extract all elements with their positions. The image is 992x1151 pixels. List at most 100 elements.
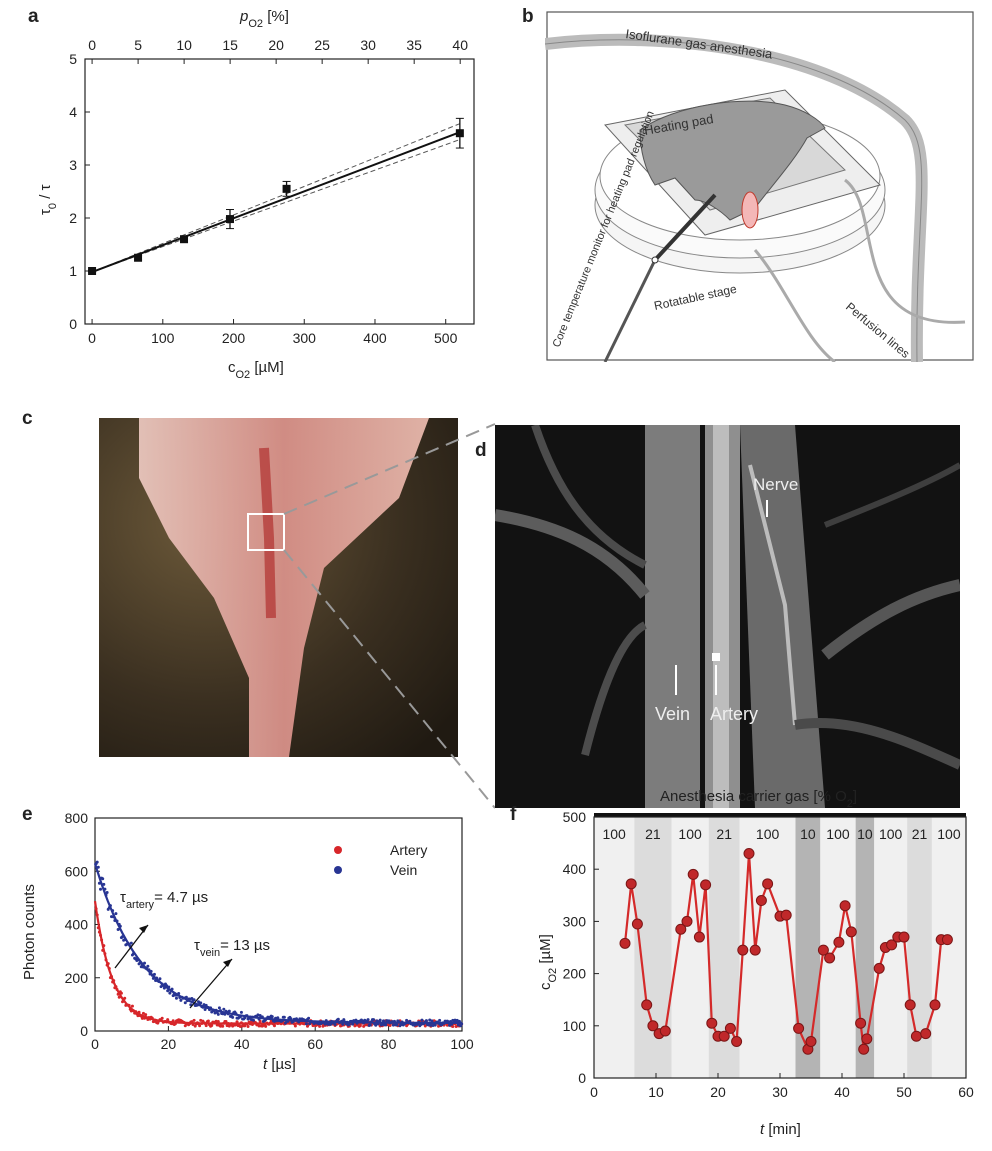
data-point: [675, 923, 687, 935]
y-tick-label: 0: [80, 1023, 88, 1039]
y-tick-label: 200: [65, 970, 89, 986]
gas-band-label: 100: [937, 826, 961, 842]
data-point-vein: [374, 1023, 378, 1027]
y-axis-label: Photon counts: [21, 884, 38, 980]
y-tick-label: 0: [69, 316, 77, 332]
data-point: [929, 999, 941, 1011]
y-tick-label: 300: [563, 913, 587, 929]
x-tick-label: 300: [293, 330, 317, 346]
data-point: [805, 1035, 817, 1047]
gas-band-label: 100: [826, 826, 850, 842]
gas-band-label: 10: [800, 826, 816, 842]
data-point-artery: [224, 1019, 228, 1023]
panel-label-d: d: [475, 440, 487, 461]
x-tick-label: 30: [772, 1084, 788, 1100]
gas-band: [931, 817, 966, 1078]
data-point-artery: [451, 1025, 455, 1029]
fit-curve-artery: [93, 900, 462, 1025]
data-point: [631, 918, 643, 930]
x2-tick-label: 15: [222, 37, 238, 53]
data-point-vein: [333, 1023, 337, 1027]
chart-title: Anesthesia carrier gas [% O2]: [660, 788, 857, 810]
y-tick-label: 1: [69, 263, 77, 279]
x2-axis-label-part-0: p: [239, 8, 248, 25]
data-point: [455, 129, 464, 138]
data-point-vein: [341, 1022, 345, 1026]
y-axis-label-part-2: [µM]: [537, 934, 554, 968]
data-point-vein: [366, 1018, 370, 1022]
panel-label-c: c: [22, 408, 33, 429]
x-axis-label-part-0: c: [228, 359, 236, 376]
data-point: [743, 848, 755, 860]
y-tick-label: 4: [69, 104, 77, 120]
data-point-artery: [192, 1018, 196, 1022]
x-tick-label: 60: [307, 1036, 323, 1052]
data-point-vein: [216, 1012, 220, 1016]
data-point-artery: [130, 1004, 134, 1008]
data-point-vein: [95, 860, 99, 864]
x2-tick-label: 35: [406, 37, 422, 53]
data-point-artery: [358, 1024, 362, 1028]
data-point: [755, 895, 767, 907]
x-tick-label: 0: [91, 1036, 99, 1052]
data-point-vein: [203, 1008, 207, 1012]
chart-title-part-1: 2: [847, 798, 853, 810]
data-point: [839, 900, 851, 912]
y-axis-label-part-0: c: [537, 982, 554, 990]
gas-band-label: 100: [678, 826, 702, 842]
tau-artery-annotation-part-1: artery: [126, 899, 155, 911]
data-point-artery: [140, 1016, 144, 1020]
tissue-photo: [99, 418, 458, 757]
panel-label-b: b: [522, 6, 534, 27]
x-tick-label: 400: [363, 330, 387, 346]
data-point-vein: [395, 1023, 399, 1027]
data-point: [824, 952, 836, 964]
y-tick-label: 400: [563, 861, 587, 877]
panel-label-e: e: [22, 804, 33, 825]
data-point: [88, 267, 97, 275]
x2-axis-label: pO2 [%]: [239, 8, 289, 30]
data-point-vein: [105, 891, 109, 895]
data-point-artery: [264, 1024, 268, 1028]
x-tick-label: 20: [161, 1036, 177, 1052]
data-point-vein: [384, 1023, 388, 1027]
arrow-vein: [189, 958, 233, 1009]
data-point-artery: [204, 1024, 208, 1028]
x2-tick-label: 0: [88, 37, 96, 53]
y-tick-label: 600: [65, 863, 89, 879]
data-point-artery: [388, 1024, 392, 1028]
x-tick-label: 60: [958, 1084, 974, 1100]
y-tick-label: 400: [65, 917, 89, 933]
legend-label-artery: Artery: [390, 842, 427, 858]
microscopy-image: Vein Artery Nerve: [495, 425, 960, 808]
legend-label-vein: Vein: [390, 862, 417, 878]
data-point: [737, 944, 749, 956]
y-tick-label: 100: [563, 1018, 587, 1034]
data-point: [920, 1028, 932, 1040]
x2-tick-label: 40: [452, 37, 468, 53]
x2-axis-label-part-1: O2: [248, 18, 263, 30]
chart-title-part-2: ]: [853, 788, 857, 805]
arrowhead-artery: [139, 925, 148, 933]
y-tick-label: 3: [69, 157, 77, 173]
data-point-vein: [174, 996, 178, 1000]
data-point-vein: [99, 887, 103, 891]
data-point: [858, 1043, 870, 1055]
gas-band-label: 100: [756, 826, 780, 842]
data-point-artery: [318, 1024, 322, 1028]
x2-tick-label: 25: [314, 37, 330, 53]
data-point-artery: [246, 1024, 250, 1028]
gas-band-label: 21: [716, 826, 732, 842]
data-point: [225, 215, 234, 224]
data-point: [817, 944, 829, 956]
x-tick-label: 40: [234, 1036, 250, 1052]
x-tick-label: 80: [381, 1036, 397, 1052]
data-point-artery: [210, 1023, 214, 1027]
data-point: [904, 999, 916, 1011]
data-point-artery: [272, 1024, 276, 1028]
tau-artery-annotation-part-2: = 4.7 µs: [154, 889, 208, 906]
data-point: [134, 253, 143, 262]
data-point: [700, 879, 712, 891]
data-point-vein: [114, 912, 118, 916]
